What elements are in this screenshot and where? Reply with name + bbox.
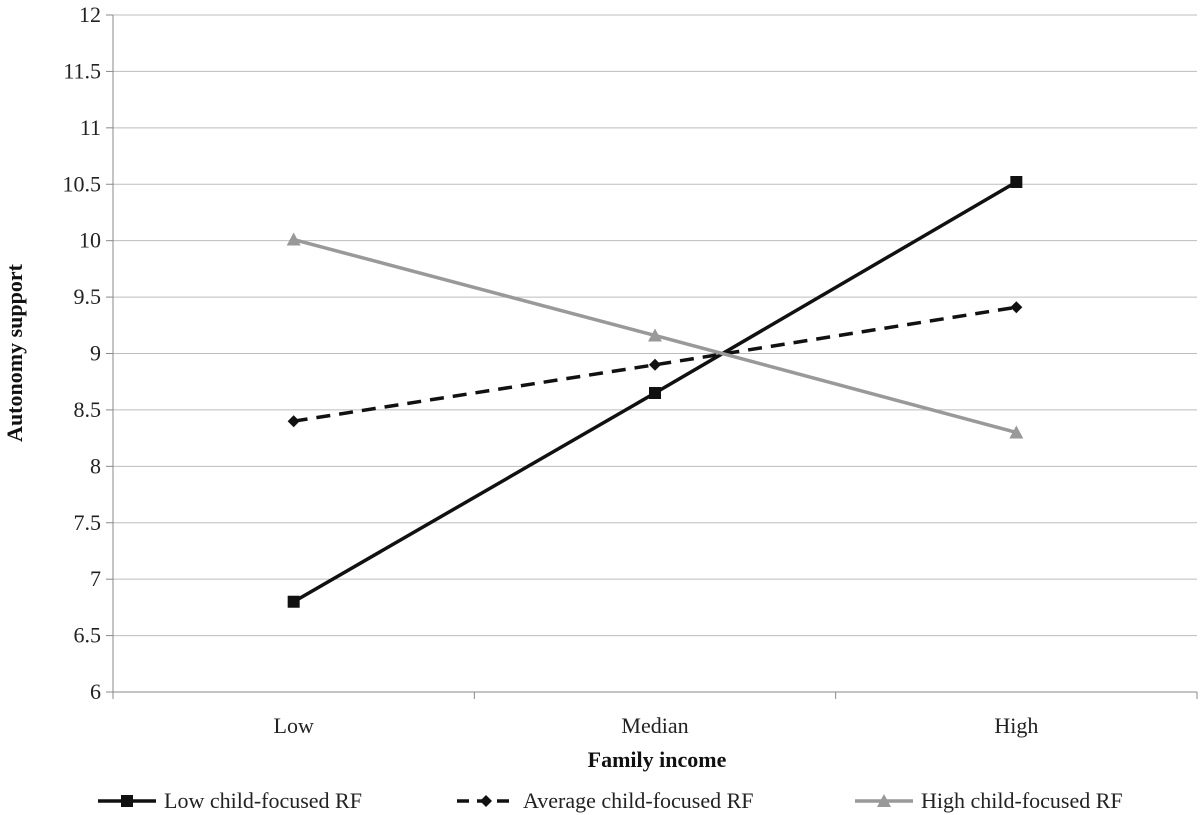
series-line [293,305,1017,423]
y-tick-label: 10 [79,228,101,253]
y-tick-label: 9 [90,341,101,366]
data-point-square [649,386,661,399]
series-square [287,175,1023,608]
y-tick-label: 9.5 [74,284,102,309]
data-point-diamond [287,415,300,428]
axes: 6 6.5 7 7.5 8 8.5 9 9.5 10 10.5 11 11.5 12 Low Median H… [63,2,1198,738]
data-point-triangle [1009,425,1024,439]
y-tick-label: 6 [90,679,101,704]
y-tick-label: 6.5 [74,623,102,648]
y-tick-label: 8 [90,453,101,478]
data-point-triangle [648,328,662,342]
legend: Low child-focused RF Average child-focuse… [98,788,1123,813]
y-tick-label: 10.5 [63,171,102,196]
legend-item: Average child-focused RF [457,788,754,813]
x-axis-title: Family income [588,747,727,772]
data-point-triangle [286,232,301,246]
series-triangle [286,232,1024,439]
y-tick-label: 11 [80,115,101,140]
y-tick-label: 7.5 [74,510,102,535]
legend-item: High child-focused RF [855,788,1123,813]
grid [113,14,1197,637]
legend-label: Average child-focused RF [523,788,754,813]
y-tick-label: 12 [79,2,101,27]
data-point-square [1010,175,1023,188]
series-diamond [287,301,1023,428]
data-point-square [121,795,133,807]
data-point-square [287,595,300,608]
data-point-triangle [877,794,891,807]
y-tick-label: 11.5 [63,58,101,83]
series-group [286,175,1024,608]
y-tick-label: 8.5 [74,397,102,422]
legend-item: Low child-focused RF [98,788,362,813]
data-point-diamond [1010,301,1023,314]
legend-label: High child-focused RF [921,788,1123,813]
x-tick-label: Median [621,713,688,738]
legend-label: Low child-focused RF [164,788,362,813]
x-tick-label: Low [274,713,314,738]
data-point-diamond [649,358,661,371]
y-tick-label: 7 [90,566,101,591]
data-point-diamond [480,795,492,807]
y-axis-title: Autonomy support [2,263,27,442]
x-tick-label: High [994,713,1038,738]
